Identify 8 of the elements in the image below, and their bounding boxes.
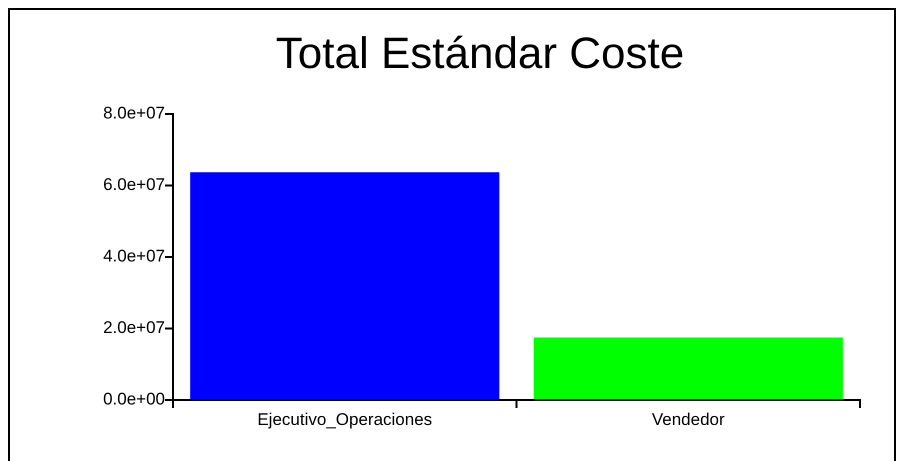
y-tick-label: 2.0e+07: [103, 318, 165, 338]
chart-title: Total Estándar Coste: [276, 29, 684, 78]
y-tick-label: 6.0e+07: [103, 175, 165, 194]
x-tick-label: Ejecutivo_Operaciones: [257, 410, 432, 429]
y-tick-label: 0.0e+00: [103, 390, 165, 409]
y-tick-label: 4.0e+07: [103, 246, 165, 266]
x-tick-label: Vendedor: [652, 410, 725, 429]
y-tick-label: 8.0e+07: [103, 104, 165, 123]
